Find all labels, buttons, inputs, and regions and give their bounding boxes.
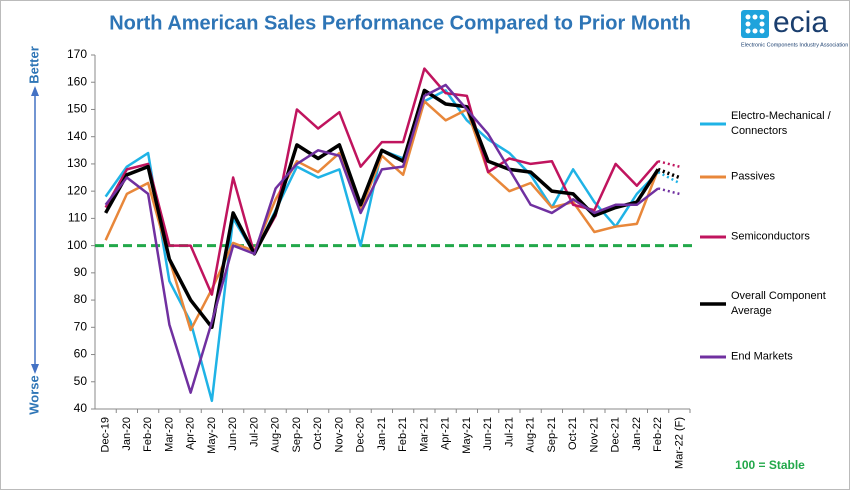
y-tick-label: 70	[74, 319, 88, 333]
x-tick-label: Dec-21	[610, 417, 622, 452]
x-tick-label: Jun-21	[482, 417, 494, 451]
legend-label: Electro-Mechanical / Connectors	[731, 110, 831, 137]
y-tick-label: 80	[74, 292, 88, 306]
x-tick-label: Sep-20	[291, 417, 303, 452]
forecast-line	[657, 170, 680, 185]
y-tick-label: 60	[74, 347, 88, 361]
x-tick-label: Dec-19	[100, 417, 112, 452]
legend-label: Overall Component Average	[731, 290, 826, 317]
x-tick-label: Feb-20	[142, 417, 154, 452]
y-tick-label: 130	[67, 156, 87, 170]
y-tick-label: 90	[74, 265, 88, 279]
forecast-line	[657, 167, 681, 180]
y-tick-label: 100	[67, 238, 87, 252]
logo-name: ecia	[773, 6, 828, 39]
x-tick-label: Sep-21	[546, 417, 558, 452]
x-tick-label: Jul-20	[248, 417, 260, 447]
worse-label: Worse	[26, 375, 41, 415]
y-tick-label: 50	[74, 374, 88, 388]
x-tick-label: Mar-20	[163, 417, 175, 452]
x-tick-label: Mar-22 (F)	[673, 417, 685, 469]
y-tick-label: 40	[74, 401, 88, 415]
y-tick-label: 170	[67, 47, 87, 61]
x-tick-label: May-21	[461, 417, 473, 454]
series-line	[104, 88, 660, 330]
x-tick-label: Nov-21	[588, 417, 600, 452]
x-tick-label: Aug-21	[525, 417, 537, 452]
x-tick-label: Feb-22	[652, 417, 664, 452]
x-tick-label: Apr-20	[185, 417, 197, 450]
y-tick-label: 120	[67, 183, 87, 197]
forecast-line	[657, 187, 680, 196]
series-line	[104, 67, 660, 296]
reference-label: 100 = Stable	[735, 458, 805, 472]
x-tick-label: Jan-20	[121, 417, 133, 451]
x-tick-label: May-20	[206, 417, 218, 454]
x-tick-label: Mar-21	[418, 417, 430, 452]
x-tick-label: Feb-21	[397, 417, 409, 452]
x-tick-label: Jun-20	[227, 417, 239, 451]
x-tick-label: Aug-20	[270, 417, 282, 452]
y-tick-label: 140	[67, 129, 87, 143]
y-tick-label: 160	[67, 74, 87, 88]
series-line	[104, 83, 659, 394]
x-tick-label: Apr-21	[440, 417, 452, 450]
better-label: Better	[26, 46, 41, 84]
x-tick-label: Oct-21	[567, 417, 579, 450]
arrow-head	[31, 86, 39, 96]
legend-label: End Markets	[731, 350, 793, 363]
y-tick-label: 150	[67, 102, 87, 116]
logo-tagline: Electronic Components Industry Associati…	[741, 42, 848, 48]
x-tick-label: Dec-20	[355, 417, 367, 452]
arrow-head	[31, 364, 39, 374]
chart-title: North American Sales Performance Compare…	[109, 12, 691, 34]
legend-label: Semiconductors	[731, 230, 810, 243]
y-tick-label: 110	[68, 211, 87, 225]
legend-label: Passives	[731, 170, 776, 183]
x-tick-label: Jul-21	[503, 417, 515, 447]
x-tick-label: Jan-21	[376, 417, 388, 451]
x-tick-label: Oct-20	[312, 417, 324, 450]
forecast-line	[657, 159, 680, 168]
logo-icon	[741, 10, 769, 38]
x-tick-label: Jan-22	[631, 417, 643, 451]
x-tick-label: Nov-20	[333, 417, 345, 452]
